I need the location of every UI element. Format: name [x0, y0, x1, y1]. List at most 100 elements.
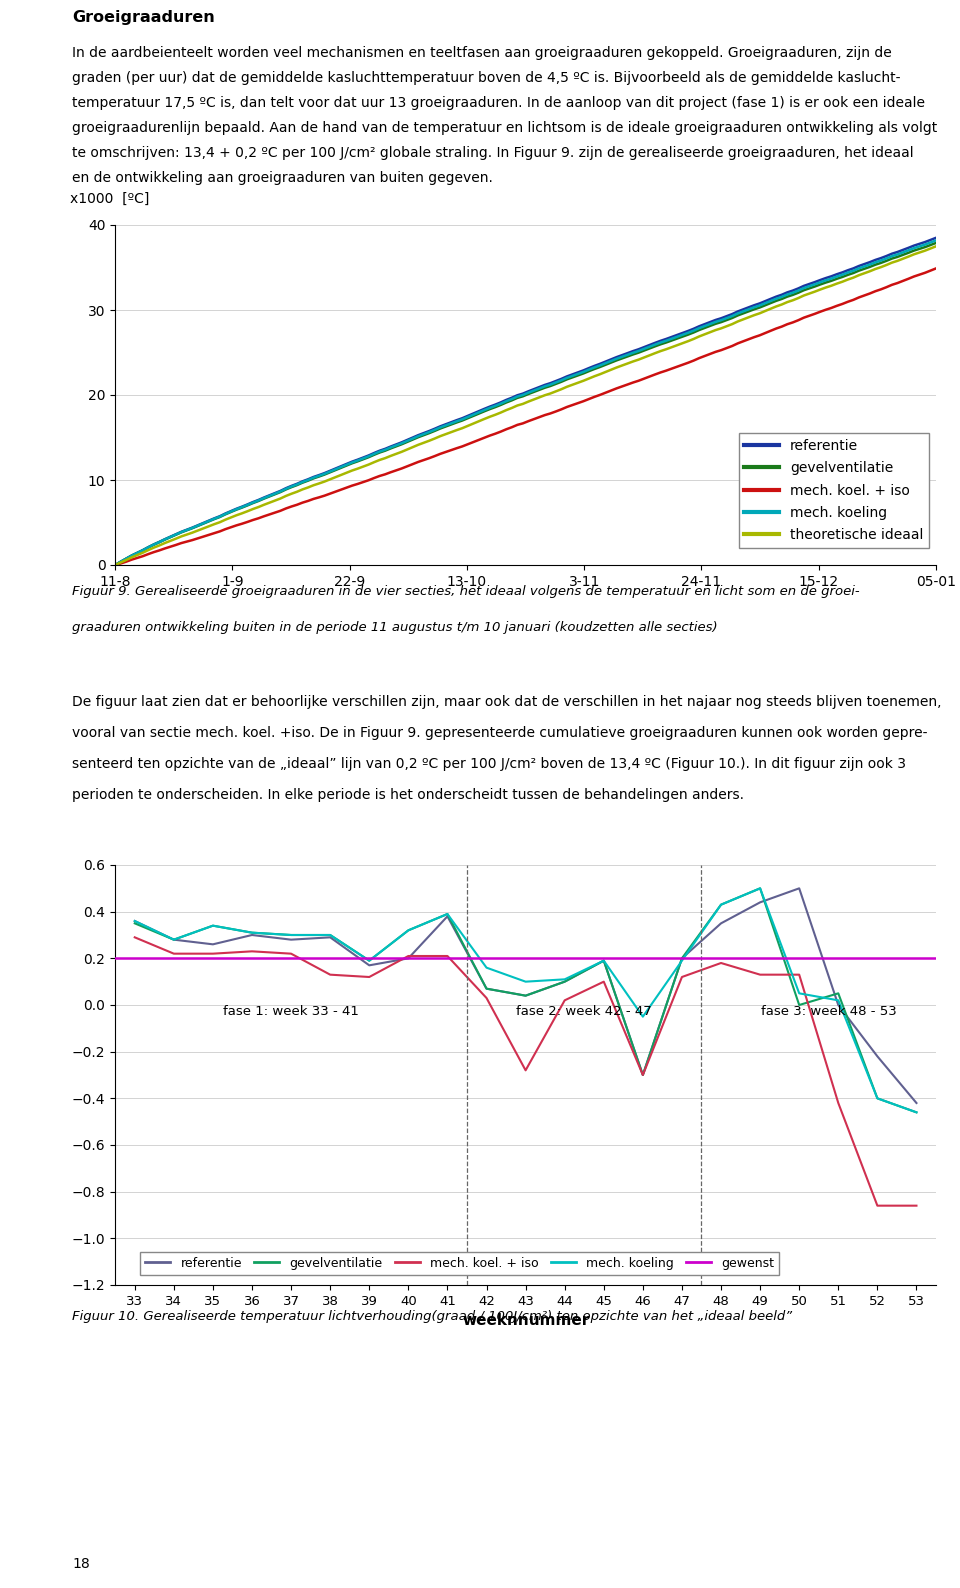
theoretische ideaal [109, 556, 121, 575]
referentie [598, 951, 610, 970]
referentie [911, 1094, 923, 1113]
mech. koel. + iso [598, 972, 610, 991]
Text: vooral van sectie mech. koel. +iso. De in Figuur 9. gepresenteerde cumulatieve g: vooral van sectie mech. koel. +iso. De i… [72, 726, 927, 740]
theoretische ideaal [677, 333, 688, 353]
gewenst [129, 948, 140, 967]
gevelventilatie [324, 926, 336, 945]
referentie [787, 281, 799, 300]
Text: en de ontwikkeling aan groeigraaduren van buiten gegeven.: en de ontwikkeling aan groeigraaduren va… [72, 172, 492, 186]
Text: Figuur 9. Gerealiseerde groeigraaduren in de vier secties, het ideaal volgens de: Figuur 9. Gerealiseerde groeigraaduren i… [72, 584, 859, 599]
mech. koel. + iso [540, 405, 551, 424]
mech. koeling [540, 376, 551, 395]
gevelventilatie [930, 233, 942, 252]
mech. koeling [168, 931, 180, 950]
mech. koeling [246, 923, 257, 942]
mech. koel. + iso [168, 945, 180, 964]
Line: referentie: referentie [115, 238, 936, 565]
Text: fase 1: week 33 - 41: fase 1: week 33 - 41 [223, 1005, 359, 1018]
Legend: referentie, gevelventilatie, mech. koel. + iso, mech. koeling, theoretische idea: referentie, gevelventilatie, mech. koel.… [739, 434, 929, 548]
Line: gevelventilatie: gevelventilatie [134, 888, 917, 1112]
gevelventilatie [572, 365, 584, 384]
gevelventilatie [129, 913, 140, 932]
mech. koeling [481, 958, 492, 977]
mech. koel. + iso [677, 356, 688, 375]
mech. koel. + iso [930, 259, 942, 278]
referentie [246, 926, 257, 945]
mech. koel. + iso [364, 967, 375, 986]
referentie [637, 1066, 649, 1085]
mech. koel. + iso [832, 1094, 844, 1113]
mech. koeling [598, 951, 610, 970]
theoretische ideaal [435, 427, 446, 446]
gewenst [168, 948, 180, 967]
referentie [364, 956, 375, 975]
referentie [442, 907, 453, 926]
mech. koeling [109, 556, 121, 575]
gevelventilatie [911, 1102, 923, 1121]
mech. koeling [755, 878, 766, 897]
referentie [285, 931, 297, 950]
mech. koeling [787, 283, 799, 302]
gevelventilatie [676, 948, 687, 967]
referentie [930, 229, 942, 248]
referentie [872, 1046, 883, 1066]
gevelventilatie [637, 1066, 649, 1085]
mech. koel. + iso [246, 942, 257, 961]
mech. koeling [872, 1089, 883, 1108]
mech. koeling [715, 896, 727, 915]
mech. koeling [793, 985, 804, 1004]
gevelventilatie [598, 951, 610, 970]
Text: fase 3: week 48 - 53: fase 3: week 48 - 53 [760, 1005, 897, 1018]
Line: referentie: referentie [134, 888, 917, 1104]
mech. koel. + iso [402, 946, 414, 966]
gevelventilatie [442, 905, 453, 924]
mech. koeling [324, 926, 336, 945]
Line: mech. koel. + iso: mech. koel. + iso [134, 937, 917, 1205]
referentie [755, 892, 766, 912]
Text: graaduren ontwikkeling buiten in de periode 11 augustus t/m 10 januari (koudzett: graaduren ontwikkeling buiten in de peri… [72, 621, 718, 634]
Text: Figuur 10. Gerealiseerde temperatuur lichtverhouding(graad / 100J/cm²) ten opzic: Figuur 10. Gerealiseerde temperatuur lic… [72, 1310, 792, 1323]
referentie [324, 927, 336, 946]
mech. koeling [572, 364, 584, 383]
gevelventilatie [832, 985, 844, 1004]
referentie [793, 878, 804, 897]
mech. koel. + iso [442, 946, 453, 966]
referentie [519, 986, 531, 1005]
theoretische ideaal [540, 386, 551, 405]
gevelventilatie [519, 986, 531, 1005]
Line: mech. koeling: mech. koeling [115, 240, 936, 565]
mech. koel. + iso [911, 1196, 923, 1215]
gevelventilatie [168, 931, 180, 950]
mech. koeling [832, 991, 844, 1010]
gevelventilatie [715, 896, 727, 915]
referentie [379, 440, 391, 459]
Text: fase 2: week 42 - 47: fase 2: week 42 - 47 [516, 1005, 652, 1018]
referentie [572, 364, 584, 383]
mech. koeling [911, 1102, 923, 1121]
referentie [207, 935, 219, 954]
Text: te omschrijven: 13,4 + 0,2 ºC per 100 J/cm² globale straling. In Figuur 9. zijn : te omschrijven: 13,4 + 0,2 ºC per 100 J/… [72, 146, 914, 160]
gevelventilatie [246, 923, 257, 942]
referentie [677, 324, 688, 343]
Text: groeigraadurenlijn bepaald. Aan de hand van de temperatuur en lichtsom is de ide: groeigraadurenlijn bepaald. Aan de hand … [72, 121, 937, 135]
Text: graden (per uur) dat de gemiddelde kasluchttemperatuur boven de 4,5 ºC is. Bijvo: graden (per uur) dat de gemiddelde kaslu… [72, 71, 900, 84]
Line: mech. koeling: mech. koeling [134, 888, 917, 1112]
X-axis label: weeknnummer: weeknnummer [462, 1313, 589, 1328]
mech. koel. + iso [755, 966, 766, 985]
referentie [832, 996, 844, 1015]
gevelventilatie [559, 972, 570, 991]
theoretische ideaal [787, 291, 799, 310]
mech. koel. + iso [676, 967, 687, 986]
mech. koel. + iso [207, 945, 219, 964]
referentie [109, 556, 121, 575]
mech. koel. + iso [129, 927, 140, 946]
referentie [715, 913, 727, 932]
mech. koeling [435, 418, 446, 437]
referentie [559, 972, 570, 991]
referentie [481, 980, 492, 999]
mech. koel. + iso [435, 445, 446, 464]
gevelventilatie [755, 878, 766, 897]
gevelventilatie [787, 286, 799, 305]
Text: Groeigraaduren: Groeigraaduren [72, 10, 215, 25]
referentie [435, 416, 446, 435]
